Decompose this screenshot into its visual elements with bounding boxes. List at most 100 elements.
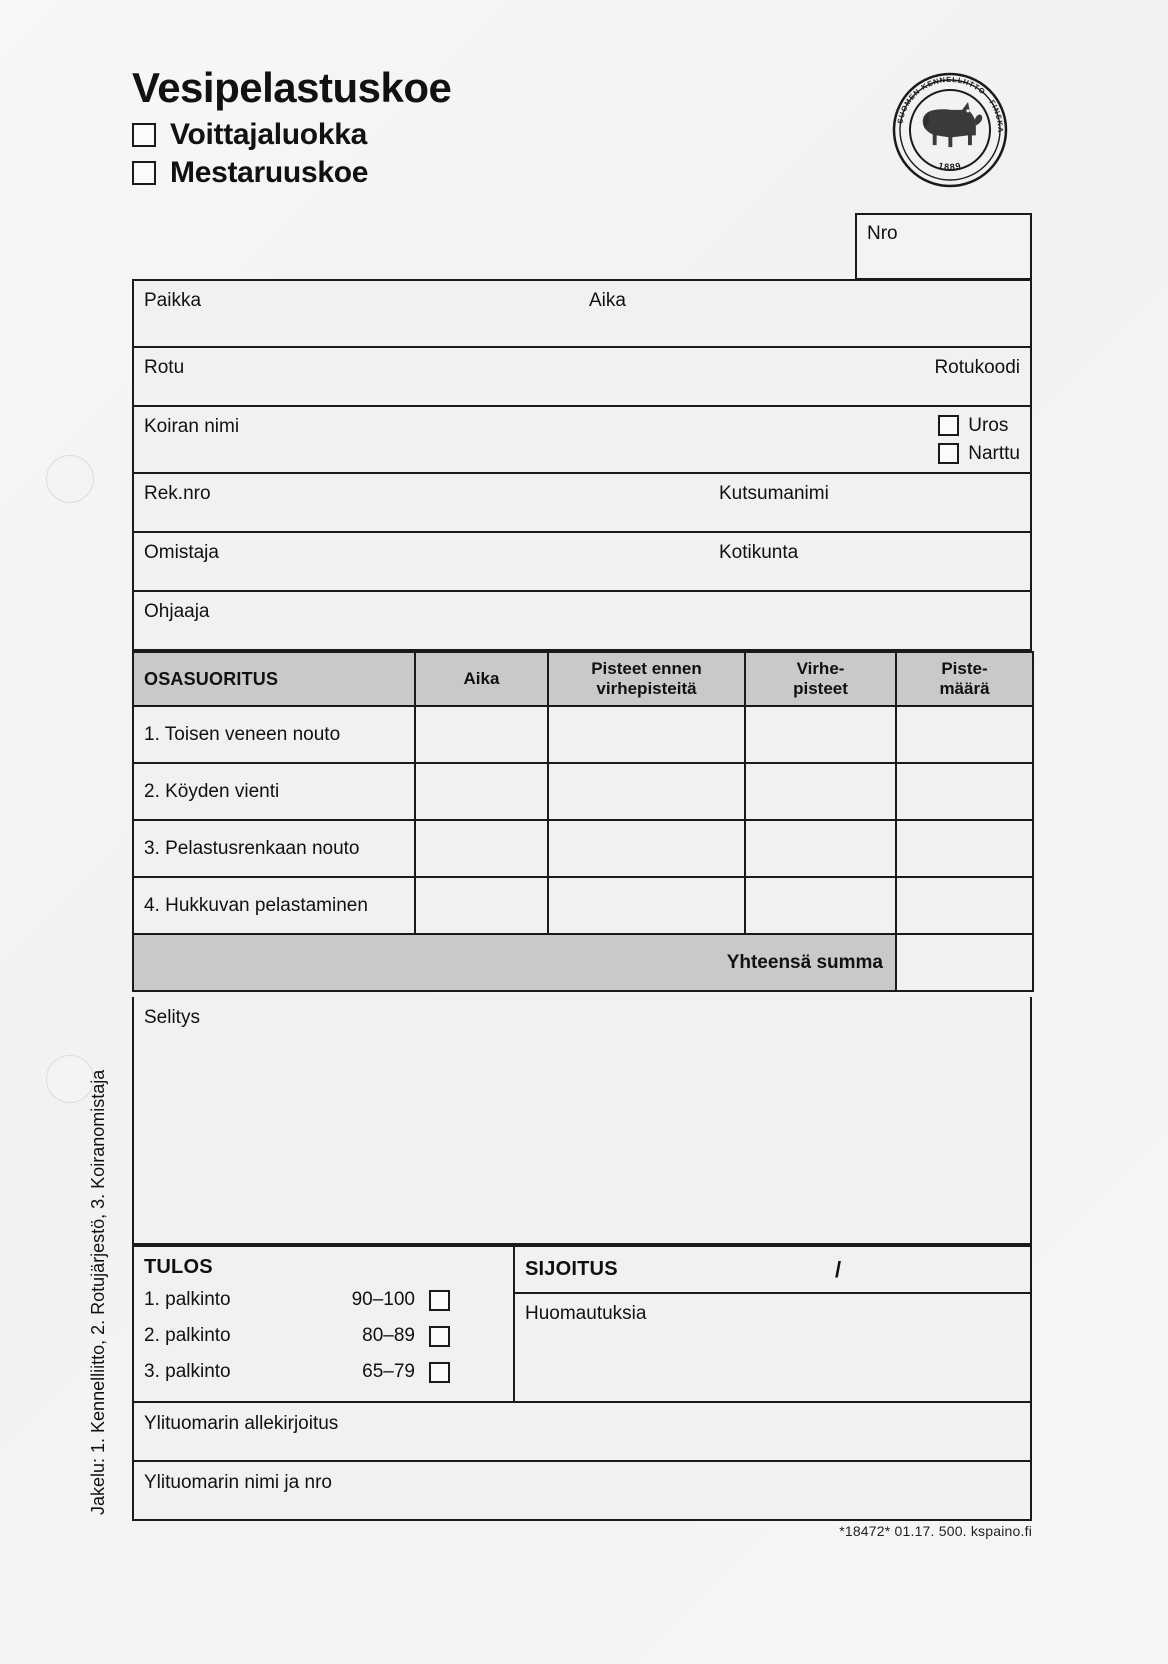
header-pisteet-ennen-virhepisteita: Pisteet ennen virhepisteitä [547, 651, 746, 707]
task-label-4: 4. Hukkuvan pelastaminen [132, 876, 416, 935]
task-label-1: 1. Toisen veneen nouto [132, 705, 416, 764]
selitys-field[interactable]: Selitys [132, 997, 1032, 1245]
checkbox-voittajaluokka[interactable] [132, 123, 156, 148]
cell-virhepisteet-2[interactable] [744, 762, 897, 821]
cell-pisteet-ennen-4[interactable] [547, 876, 746, 935]
row-rotu-rotukoodi[interactable]: Rotu Rotukoodi [134, 348, 1030, 407]
class-label-voittajaluokka: Voittajaluokka [170, 118, 367, 152]
sex-option-uros[interactable]: Uros [938, 415, 1020, 436]
prize-name-1: 1. palkinto [144, 1289, 231, 1310]
huomautuksia-field[interactable]: Huomautuksia [515, 1294, 1030, 1401]
prize-range-2: 80–89 [362, 1325, 415, 1346]
identification-fields: Paikka Aika Rotu Rotukoodi Koiran nimi U… [132, 279, 1032, 651]
row-koiran-nimi[interactable]: Koiran nimi Uros Narttu [134, 407, 1030, 474]
cell-aika-3[interactable] [414, 819, 549, 878]
table-row: 4. Hukkuvan pelastaminen [132, 876, 1034, 935]
header-virhepisteet: Virhe-pisteet [744, 651, 897, 707]
paikka-label: Paikka [144, 290, 202, 311]
sijoitus-block: SIJOITUS / Huomautuksia [515, 1247, 1030, 1401]
cell-aika-4[interactable] [414, 876, 549, 935]
signature-label: Ylituomarin allekirjoitus [144, 1413, 339, 1434]
cell-pistemaara-1[interactable] [895, 705, 1034, 764]
cell-pistemaara-3[interactable] [895, 819, 1034, 878]
cell-pisteet-ennen-3[interactable] [547, 819, 746, 878]
svg-text:1889: 1889 [937, 160, 962, 172]
uros-label: Uros [968, 415, 1009, 436]
sum-row: Yhteensä summa [132, 933, 1034, 992]
prize-row-3[interactable]: 3. palkinto 65–79 [144, 1354, 513, 1390]
header-osasuoritus: OSASUORITUS [132, 651, 416, 707]
row-rek-nro-kutsumanimi[interactable]: Rek.nro Kutsumanimi [134, 474, 1030, 533]
prize-row-2[interactable]: 2. palkinto 80–89 [144, 1318, 513, 1354]
punch-hole-bottom [46, 1055, 94, 1103]
rotukoodi-label: Rotukoodi [934, 357, 1020, 378]
distribution-note: Jakelu: 1. Kennelliitto, 2. Rotujärjestö… [88, 1069, 108, 1515]
selitys-label: Selitys [144, 1007, 200, 1028]
sex-option-narttu[interactable]: Narttu [938, 443, 1020, 464]
cell-sum-total[interactable] [895, 933, 1034, 992]
class-label-mestaruuskoe: Mestaruuskoe [170, 156, 369, 190]
koiran-nimi-label: Koiran nimi [144, 416, 240, 437]
sijoitus-separator: / [835, 1256, 842, 1282]
footer-print-code: *18472* 01.17. 500. kspaino.fi [839, 1523, 1032, 1539]
score-table-header-row: OSASUORITUS Aika Pisteet ennen virhepiste… [132, 651, 1034, 707]
checkbox-prize-2[interactable] [429, 1325, 450, 1347]
checkbox-mestaruuskoe[interactable] [132, 161, 156, 186]
page-title: Vesipelastuskoe [132, 64, 452, 111]
checkbox-narttu[interactable] [938, 443, 960, 464]
checkbox-prize-1[interactable] [429, 1289, 450, 1311]
cell-aika-2[interactable] [414, 762, 549, 821]
omistaja-label: Omistaja [144, 542, 219, 563]
prize-range-3: 65–79 [362, 1361, 415, 1382]
cell-pisteet-ennen-1[interactable] [547, 705, 746, 764]
results-section: TULOS 1. palkinto 90–100 2. palkinto 80–… [132, 1245, 1032, 1403]
table-row: 3. Pelastusrenkaan nouto [132, 819, 1034, 878]
rotu-label: Rotu [144, 357, 185, 378]
judge-name-field[interactable]: Ylituomarin nimi ja nro [132, 1462, 1032, 1521]
nro-label: Nro [867, 223, 898, 244]
cell-pisteet-ennen-2[interactable] [547, 762, 746, 821]
kutsumanimi-label: Kutsumanimi [719, 483, 829, 504]
narttu-label: Narttu [968, 443, 1020, 464]
punch-hole-top [46, 455, 94, 503]
checkbox-prize-3[interactable] [429, 1361, 450, 1383]
signature-field[interactable]: Ylituomarin allekirjoitus [132, 1403, 1032, 1462]
ohjaaja-label: Ohjaaja [144, 601, 210, 622]
row-paikka-aika[interactable]: Paikka Aika [134, 281, 1030, 348]
cell-aika-1[interactable] [414, 705, 549, 764]
score-table: OSASUORITUS Aika Pisteet ennen virhepiste… [132, 651, 1034, 992]
checkbox-uros[interactable] [938, 415, 960, 436]
cell-virhepisteet-4[interactable] [744, 876, 897, 935]
cell-pistemaara-2[interactable] [895, 762, 1034, 821]
sex-selection: Uros Narttu [938, 415, 1020, 464]
task-label-2: 2. Köyden vienti [132, 762, 416, 821]
task-label-3: 3. Pelastusrenkaan nouto [132, 819, 416, 878]
sijoitus-title: SIJOITUS [525, 1258, 618, 1280]
cell-pistemaara-4[interactable] [895, 876, 1034, 935]
cell-virhepisteet-1[interactable] [744, 705, 897, 764]
prize-row-1[interactable]: 1. palkinto 90–100 [144, 1282, 513, 1318]
sum-label: Yhteensä summa [132, 933, 897, 992]
prize-name-2: 2. palkinto [144, 1325, 231, 1346]
kennel-club-seal-logo: SUOMEN KENNELLIITTO - FINSKA KENNELKLUBB… [885, 61, 1012, 192]
rek-nro-label: Rek.nro [144, 483, 211, 504]
nro-field[interactable]: Nro [855, 213, 1032, 280]
header-aika: Aika [414, 651, 549, 707]
tulos-title: TULOS [144, 1256, 213, 1278]
prize-name-3: 3. palkinto [144, 1361, 231, 1382]
class-option-mestaruuskoe[interactable]: Mestaruuskoe [132, 156, 1032, 190]
huomautuksia-label: Huomautuksia [525, 1303, 647, 1324]
judge-name-label: Ylituomarin nimi ja nro [144, 1472, 332, 1493]
table-row: 1. Toisen veneen nouto [132, 705, 1034, 764]
class-option-voittajaluokka[interactable]: Voittajaluokka [132, 118, 1032, 152]
prize-range-1: 90–100 [351, 1289, 415, 1310]
table-row: 2. Köyden vienti [132, 762, 1034, 821]
row-ohjaaja[interactable]: Ohjaaja [134, 592, 1030, 651]
cell-virhepisteet-3[interactable] [744, 819, 897, 878]
tulos-block: TULOS 1. palkinto 90–100 2. palkinto 80–… [134, 1247, 515, 1401]
header-pistemaara: Piste-määrä [895, 651, 1034, 707]
aika-label: Aika [589, 290, 626, 311]
row-omistaja-kotikunta[interactable]: Omistaja Kotikunta [134, 533, 1030, 592]
sijoitus-field[interactable]: SIJOITUS / [515, 1247, 1030, 1294]
